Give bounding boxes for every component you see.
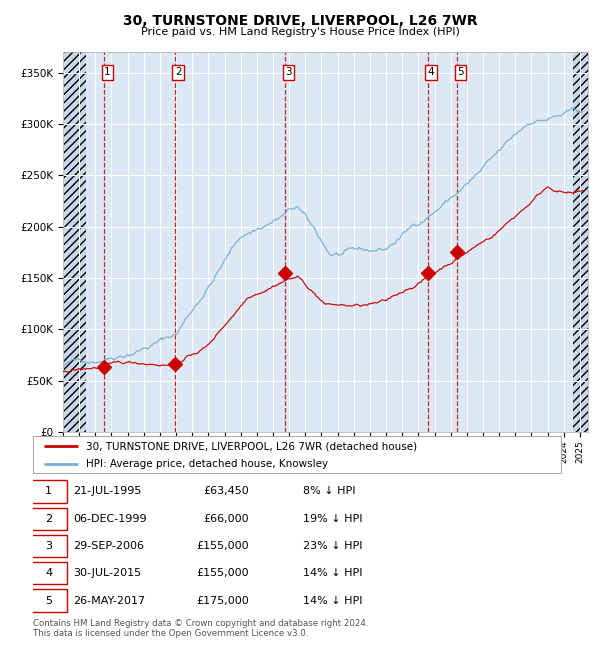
Text: 8% ↓ HPI: 8% ↓ HPI (303, 486, 355, 497)
Text: 1: 1 (45, 486, 52, 497)
FancyBboxPatch shape (33, 436, 561, 473)
FancyBboxPatch shape (30, 535, 67, 557)
Text: 30-JUL-2015: 30-JUL-2015 (74, 568, 142, 578)
Text: 19% ↓ HPI: 19% ↓ HPI (303, 514, 362, 524)
Text: 3: 3 (285, 67, 292, 77)
Text: HPI: Average price, detached house, Knowsley: HPI: Average price, detached house, Know… (86, 459, 328, 469)
Text: £155,000: £155,000 (196, 541, 249, 551)
Text: £63,450: £63,450 (203, 486, 249, 497)
Text: 23% ↓ HPI: 23% ↓ HPI (303, 541, 362, 551)
Text: £66,000: £66,000 (203, 514, 249, 524)
Text: 14% ↓ HPI: 14% ↓ HPI (303, 568, 362, 578)
Text: 14% ↓ HPI: 14% ↓ HPI (303, 595, 362, 606)
Text: Contains HM Land Registry data © Crown copyright and database right 2024.
This d: Contains HM Land Registry data © Crown c… (33, 619, 368, 638)
FancyBboxPatch shape (30, 562, 67, 584)
Text: 29-SEP-2006: 29-SEP-2006 (74, 541, 145, 551)
Text: 2: 2 (175, 67, 182, 77)
Text: 2: 2 (45, 514, 52, 524)
Text: 4: 4 (45, 568, 52, 578)
Text: 30, TURNSTONE DRIVE, LIVERPOOL, L26 7WR (detached house): 30, TURNSTONE DRIVE, LIVERPOOL, L26 7WR … (86, 441, 417, 451)
Text: 1: 1 (104, 67, 111, 77)
FancyBboxPatch shape (30, 480, 67, 502)
FancyBboxPatch shape (30, 590, 67, 612)
Text: Price paid vs. HM Land Registry's House Price Index (HPI): Price paid vs. HM Land Registry's House … (140, 27, 460, 37)
Text: 5: 5 (45, 595, 52, 606)
Text: 06-DEC-1999: 06-DEC-1999 (74, 514, 147, 524)
Text: 26-MAY-2017: 26-MAY-2017 (74, 595, 146, 606)
Text: £175,000: £175,000 (196, 595, 249, 606)
FancyBboxPatch shape (30, 508, 67, 530)
Text: 30, TURNSTONE DRIVE, LIVERPOOL, L26 7WR: 30, TURNSTONE DRIVE, LIVERPOOL, L26 7WR (122, 14, 478, 29)
Text: £155,000: £155,000 (196, 568, 249, 578)
Text: 4: 4 (428, 67, 434, 77)
Text: 21-JUL-1995: 21-JUL-1995 (74, 486, 142, 497)
Text: 3: 3 (45, 541, 52, 551)
Text: 5: 5 (457, 67, 464, 77)
